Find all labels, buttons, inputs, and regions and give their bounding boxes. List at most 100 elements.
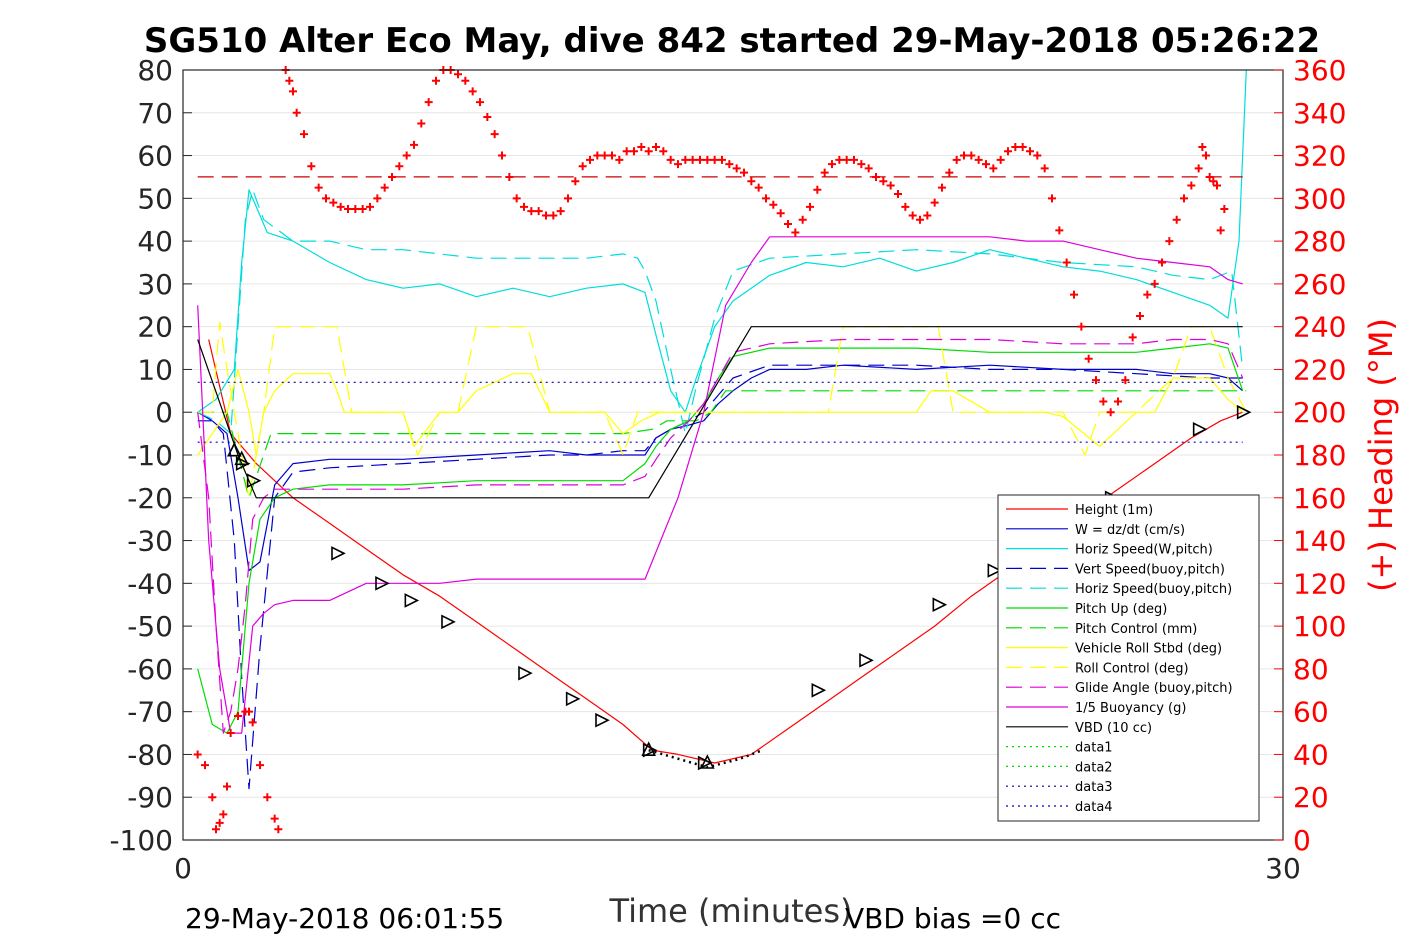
heading-point — [1136, 311, 1144, 320]
right-axis-ticks: 3603403203002802602402202001801601401201… — [1274, 54, 1346, 857]
left-tick-label: 70 — [137, 97, 173, 130]
heading-point — [212, 825, 220, 834]
heading-point — [476, 98, 484, 107]
heading-point — [380, 183, 389, 192]
heading-point — [696, 155, 704, 164]
heading-point — [938, 183, 946, 192]
heading-point — [520, 202, 528, 211]
left-tick-label: -40 — [127, 567, 173, 600]
heading-point — [637, 143, 646, 151]
heading-point — [223, 782, 231, 791]
left-tick-label: -10 — [127, 439, 173, 472]
legend-label: Pitch Control (mm) — [1075, 622, 1197, 637]
heading-point — [1055, 226, 1064, 235]
heading-point — [820, 168, 829, 177]
series-line-9 — [197, 338, 1244, 734]
heading-point — [996, 155, 1005, 164]
x-axis-ticks: 0 30 — [174, 852, 1301, 885]
heading-point — [556, 207, 565, 216]
left-tick-label: 40 — [137, 225, 173, 258]
triangle-right-marker — [595, 712, 610, 728]
heading-point — [886, 181, 895, 190]
heading-point — [1220, 205, 1229, 214]
x-axis-label: Time (minutes) — [609, 892, 853, 930]
left-tick-label: -100 — [109, 824, 173, 857]
left-tick-label: 0 — [155, 396, 173, 429]
heading-point — [776, 209, 785, 218]
heading-point — [850, 155, 858, 164]
heading-point — [193, 750, 202, 759]
series-line-6 — [197, 390, 1247, 499]
heading-point — [864, 164, 873, 173]
legend-label: data1 — [1075, 741, 1113, 756]
x-tick-label: 0 — [174, 852, 192, 885]
heading-point — [248, 718, 257, 727]
legend-label: Height (1m) — [1075, 503, 1153, 518]
right-tick-label: 220 — [1293, 353, 1346, 386]
heading-point — [534, 207, 543, 216]
heading-point — [608, 151, 616, 160]
heading-point — [600, 151, 609, 160]
heading-point — [688, 155, 697, 164]
heading-point — [1165, 237, 1174, 246]
right-tick-label: 320 — [1293, 140, 1346, 173]
heading-point — [483, 113, 492, 122]
series-line-11 — [197, 326, 1243, 499]
heading-point — [1048, 194, 1056, 203]
heading-point — [967, 151, 976, 160]
left-tick-label: -90 — [127, 781, 173, 814]
heading-point — [908, 211, 917, 220]
left-tick-label: 20 — [137, 311, 173, 344]
right-tick-label: 280 — [1293, 225, 1346, 258]
heading-point — [1026, 147, 1034, 156]
heading-point — [769, 200, 778, 209]
heading-point — [1092, 376, 1100, 385]
heading-point — [894, 190, 902, 199]
legend: Height (1m) W = dz/dt (cm/s) Horiz Speed(W… — [997, 494, 1260, 822]
heading-point — [857, 160, 866, 169]
heading-point — [1070, 290, 1078, 299]
heading-point — [564, 194, 572, 203]
heading-point — [571, 177, 580, 186]
legend-label: Pitch Up (deg) — [1075, 602, 1167, 617]
triangle-right-marker — [441, 614, 456, 630]
legend-label: VBD (10 cc) — [1075, 721, 1152, 736]
heading-point — [754, 183, 763, 192]
heading-point — [578, 162, 587, 171]
heading-point — [454, 70, 462, 79]
triangle-right-marker — [1192, 422, 1208, 437]
heading-point — [652, 143, 660, 151]
right-tick-label: 160 — [1293, 482, 1346, 515]
legend-label: data2 — [1075, 760, 1113, 775]
heading-point — [1084, 354, 1093, 363]
heading-point — [989, 164, 998, 173]
heading-point — [842, 155, 851, 164]
heading-point — [505, 172, 514, 181]
heading-point — [201, 761, 209, 770]
heading-point — [1018, 143, 1027, 151]
triangle-up-marker — [641, 741, 656, 756]
heading-point — [982, 160, 990, 169]
heading-point — [1172, 215, 1181, 224]
right-tick-label: 120 — [1293, 567, 1346, 600]
heading-point — [806, 202, 814, 211]
legend-label: W = dz/dt (cm/s) — [1075, 523, 1185, 538]
heading-point — [1106, 408, 1115, 417]
heading-point — [336, 202, 345, 211]
heading-point — [344, 205, 352, 214]
left-axis-ticks: 80 70 60 50 40 30 20 10 0 -10 -20 -30 -40 -50 -60 -70 -8… — [109, 54, 192, 857]
heading-point — [432, 76, 440, 85]
heading-point — [1040, 164, 1049, 173]
heading-point — [1187, 181, 1196, 190]
heading-point — [542, 211, 550, 220]
series-line-8 — [197, 321, 1247, 499]
triangle-right-marker — [235, 456, 251, 471]
heading-point — [373, 194, 382, 203]
triangle-right-marker — [565, 691, 581, 707]
heading-point — [1213, 181, 1221, 190]
heading-point — [1011, 143, 1020, 151]
left-tick-label: 60 — [137, 140, 173, 173]
legend-items: Height (1m) W = dz/dt (cm/s) Horiz Speed(W… — [1006, 503, 1233, 815]
left-tick-label: 80 — [137, 54, 173, 87]
legend-label: Horiz Speed(buoy,pitch) — [1075, 582, 1232, 597]
